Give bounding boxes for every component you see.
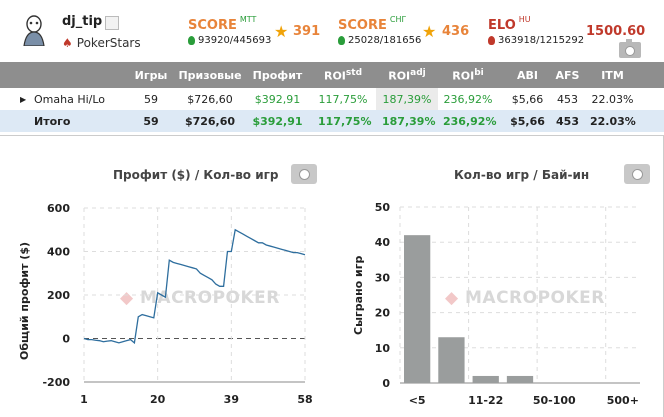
chart-title: Профит ($) / Кол-во игр (113, 168, 279, 182)
score-sng-rank: 25028/181656 (338, 35, 421, 46)
row-roi-adj: 187,39% (382, 92, 432, 106)
y-tick-label: 0 (62, 333, 70, 346)
x-tick-label: 50-100 (533, 394, 576, 407)
y-tick-label: 40 (375, 236, 391, 249)
table-header: Игры Призовые Профит ROIstd ROIadj ROIbi… (0, 62, 664, 88)
row-roi-std: 117,75% (318, 92, 368, 106)
x-tick-label: 20 (150, 393, 166, 406)
score-sng: SCORE СНГ 25028/181656 (338, 15, 421, 46)
score-sng-value: 436 (442, 24, 470, 39)
total-afs: 453 (556, 114, 579, 128)
total-name: Итого (34, 114, 71, 128)
table-total-row: Итого 59 $726,60 $392,91 117,75% 187,39%… (0, 110, 664, 132)
total-games: 59 (143, 114, 159, 128)
col-itm[interactable]: ITM (601, 68, 624, 82)
y-tick-label: -200 (42, 376, 70, 389)
y-tick-label: 200 (47, 289, 70, 302)
watermark: ◆ MACROPOKER (445, 288, 605, 308)
score-mtt-value: 391 (293, 24, 321, 39)
total-profit: $392,91 (252, 114, 303, 128)
row-name[interactable]: Omaha Hi/Lo (34, 92, 106, 106)
y-tick-label: 600 (47, 202, 70, 215)
col-profit[interactable]: Профит (252, 68, 303, 82)
col-prize[interactable]: Призовые (178, 68, 242, 82)
watermark: ◆ MACROPOKER (120, 288, 280, 308)
expand-arrow-icon[interactable]: ▶ (20, 94, 27, 104)
bar-chart: 50 40 30 20 10 0 <5 11-22 50-100 500+ (375, 201, 640, 407)
col-afs[interactable]: AFS (555, 68, 580, 82)
line-chart: 600 400 200 0 -200 1 20 39 58 (42, 202, 312, 406)
score-mtt-label: SCORE MTT (188, 15, 257, 33)
total-itm: 22.03% (590, 114, 636, 128)
row-profit: $392,91 (254, 92, 301, 106)
bar (472, 375, 499, 383)
total-roi-adj: 187,39% (382, 114, 436, 128)
col-roi-bi[interactable]: ROIbi (452, 67, 484, 83)
star-icon: ★ (422, 22, 437, 41)
row-abi: $5,66 (511, 92, 544, 106)
row-games: 59 (144, 92, 158, 106)
row-roi-bi: 236,92% (443, 92, 493, 106)
elo-hu: ELO HU 363918/1215292 (488, 15, 584, 46)
bar (438, 337, 465, 383)
col-abi[interactable]: ABI (517, 68, 538, 82)
bar (506, 375, 534, 383)
room-label: PokerStars (76, 36, 141, 50)
y-tick-label: 0 (382, 377, 390, 390)
score-mtt-rank: 93920/445693 (188, 35, 271, 46)
divider (0, 135, 664, 136)
elo-hu-value: 1500.60 (586, 24, 646, 39)
star-icon: ★ (274, 22, 289, 41)
y-tick-label: 30 (375, 271, 391, 284)
y-tick-label: 10 (375, 342, 391, 355)
col-roi-std[interactable]: ROIstd (323, 67, 363, 83)
row-itm: 22.03% (591, 92, 634, 106)
score-mtt: SCORE MTT 93920/445693 (188, 15, 271, 46)
bar (404, 235, 431, 383)
col-games[interactable]: Игры (134, 68, 168, 82)
col-roi-adj[interactable]: ROIadj (388, 67, 426, 83)
x-tick-label: 500+ (607, 394, 639, 407)
camera-icon[interactable] (619, 39, 641, 58)
score-sng-label: SCORE СНГ (338, 15, 407, 33)
elo-hu-rank: 363918/1215292 (488, 35, 584, 46)
x-tick-label: 58 (297, 393, 312, 406)
user-card-icon[interactable] (105, 16, 119, 30)
medal-icon (338, 36, 345, 45)
total-roi-bi: 236,92% (443, 114, 497, 128)
profile-header: dj_tip ♠ PokerStars SCORE MTT 93920/44569… (0, 0, 664, 62)
username[interactable]: dj_tip (62, 14, 103, 29)
medal-icon (488, 36, 495, 45)
x-tick-label: 39 (224, 393, 239, 406)
chart-title: Кол-во игр / Бай-ин (454, 168, 590, 182)
x-tick-label: 11-22 (468, 394, 503, 407)
row-prize: $726,60 (187, 92, 233, 106)
y-tick-label: 50 (375, 201, 391, 214)
macropoker-logo-icon: ◆ (120, 288, 134, 308)
x-tick-label: <5 (409, 394, 426, 407)
stats-table: Игры Призовые Профит ROIstd ROIadj ROIbi… (0, 62, 664, 132)
total-prize: $726,60 (184, 114, 236, 128)
elo-hu-label: ELO HU (488, 15, 531, 33)
y-tick-label: 400 (47, 246, 70, 259)
x-tick-label: 1 (80, 393, 88, 406)
pokerstars-icon: ♠ (62, 36, 73, 50)
row-afs: 453 (557, 92, 578, 106)
macropoker-logo-icon: ◆ (445, 288, 459, 308)
avatar[interactable] (20, 14, 48, 46)
total-abi: $5,66 (510, 114, 545, 128)
table-row[interactable]: ▶ Omaha Hi/Lo 59 $726,60 $392,91 117,75%… (0, 88, 664, 110)
camera-icon[interactable] (624, 164, 650, 184)
total-roi-std: 117,75% (318, 114, 372, 128)
medal-icon (188, 36, 195, 45)
room: ♠ PokerStars (62, 36, 141, 50)
profit-line (83, 228, 306, 345)
y-tick-label: 20 (375, 307, 391, 320)
camera-icon[interactable] (291, 164, 317, 184)
